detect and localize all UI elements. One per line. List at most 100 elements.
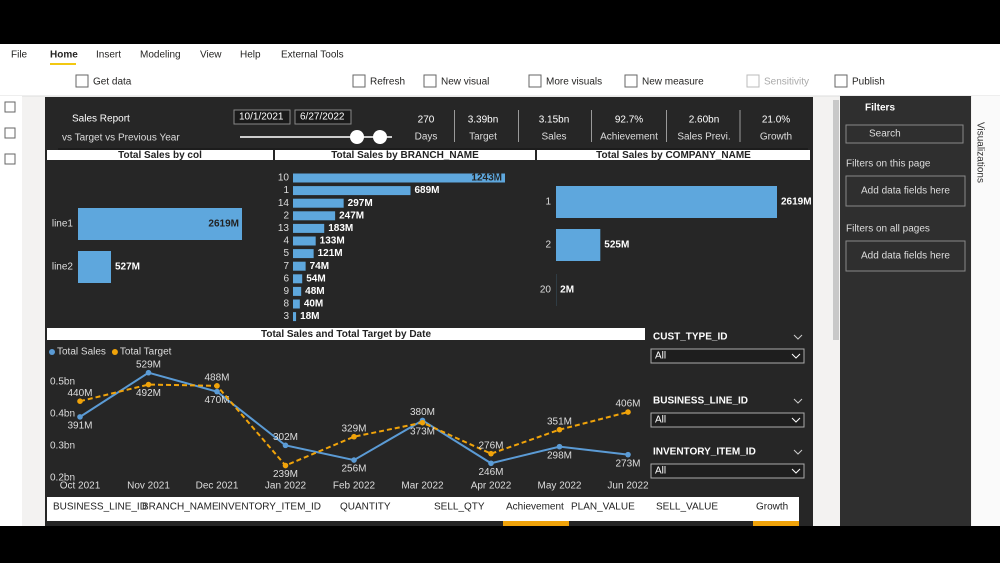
ribbon-button[interactable]: New measure — [642, 77, 704, 88]
column-header[interactable]: SELL_QTY — [434, 502, 485, 513]
ribbon-button[interactable]: More visuals — [546, 77, 602, 88]
highlight — [753, 521, 799, 526]
data-point — [488, 460, 494, 467]
data-label: 239M — [273, 469, 298, 480]
data-label: 488M — [204, 372, 229, 383]
x-tick-label: Dec 2021 — [196, 481, 239, 492]
x-tick-label: Nov 2021 — [127, 481, 170, 492]
ribbon-button[interactable]: Refresh — [370, 77, 405, 88]
data-point — [214, 388, 220, 395]
bar — [293, 261, 306, 271]
data-label: 297M — [348, 198, 373, 209]
bar — [293, 274, 303, 284]
slicer-dropdown[interactable] — [650, 348, 805, 364]
column-header[interactable]: Achievement — [506, 502, 564, 513]
data-point — [556, 426, 563, 433]
column-header[interactable]: Growth — [756, 502, 788, 513]
data-label: 391M — [67, 421, 92, 432]
slicer-label: INVENTORY_ITEM_ID — [653, 447, 756, 458]
end-date-box[interactable] — [294, 109, 352, 125]
x-tick-label: Oct 2021 — [60, 481, 101, 492]
bar — [293, 186, 411, 196]
scrollbar[interactable] — [833, 100, 839, 340]
slider-handle[interactable] — [350, 130, 364, 144]
x-tick-label: Jun 2022 — [607, 481, 649, 492]
kpi-value: 92.7% — [615, 115, 643, 126]
bar — [293, 173, 505, 183]
search-box[interactable] — [845, 124, 964, 144]
dropdown-chevron — [791, 468, 801, 474]
x-tick-label: May 2022 — [538, 481, 582, 492]
slicer-value: All — [655, 351, 666, 362]
menu-item[interactable]: Modeling — [140, 50, 181, 61]
menu-item[interactable]: Home — [50, 50, 78, 61]
slicer-value: All — [655, 415, 666, 426]
kpi-label: Sales — [541, 132, 566, 143]
column-header[interactable]: BRANCH_NAME — [142, 502, 219, 513]
category-label: 1 — [283, 185, 289, 196]
side-tab-label[interactable]: Visualizations — [974, 122, 985, 183]
ribbon-button[interactable]: Publish — [852, 77, 885, 88]
report-view-icon[interactable] — [4, 101, 16, 113]
data-label: 121M — [318, 248, 343, 259]
data-label: 525M — [604, 240, 629, 251]
ribbon-icon[interactable] — [423, 74, 437, 88]
filter-section-label: Filters on all pages — [846, 224, 930, 235]
data-label: 689M — [415, 185, 440, 196]
category-label: 10 — [278, 173, 290, 184]
ribbon-icon[interactable] — [75, 74, 89, 88]
ribbon-icon[interactable] — [352, 74, 366, 88]
bar — [556, 229, 601, 261]
data-label: 302M — [273, 432, 298, 443]
data-point — [419, 419, 426, 426]
menu-item[interactable]: External Tools — [281, 50, 344, 61]
y-tick-label: 0.4bn — [50, 409, 75, 420]
slicer-dropdown[interactable] — [650, 463, 805, 479]
slicer-chevron[interactable] — [793, 398, 803, 404]
model-view-icon[interactable] — [4, 153, 16, 165]
slicer-chevron[interactable] — [793, 449, 803, 455]
ribbon-icon[interactable] — [528, 74, 542, 88]
category-label: 8 — [283, 299, 289, 310]
slider-handle[interactable] — [373, 130, 387, 144]
chart-title: Total Sales and Total Target by Date — [261, 329, 431, 340]
bar — [293, 236, 316, 246]
ribbon-button[interactable]: Sensitivity — [764, 77, 809, 88]
x-tick-label: Apr 2022 — [471, 481, 512, 492]
ribbon-button[interactable]: New visual — [441, 77, 489, 88]
slicer-chevron[interactable] — [793, 334, 803, 340]
search-placeholder: Search — [869, 129, 901, 140]
data-label: 351M — [547, 416, 572, 427]
column-header[interactable]: BUSINESS_LINE_ID — [53, 502, 147, 513]
visualizations-tab[interactable] — [972, 96, 1000, 526]
ribbon-icon[interactable] — [746, 74, 760, 88]
menu-item[interactable]: Insert — [96, 50, 121, 61]
menu-item[interactable]: Help — [240, 50, 261, 61]
x-tick-label: Jan 2022 — [265, 481, 307, 492]
bar — [293, 198, 344, 208]
drop-zone[interactable] — [845, 175, 966, 207]
data-point — [145, 369, 152, 376]
data-point — [625, 451, 631, 458]
start-date-box[interactable] — [233, 109, 291, 125]
column-header[interactable]: INVENTORY_ITEM_ID — [218, 502, 321, 513]
menu-item[interactable]: View — [200, 50, 222, 61]
data-point — [77, 398, 83, 405]
slicer-dropdown[interactable] — [650, 412, 805, 428]
column-header[interactable]: PLAN_VALUE — [571, 502, 635, 513]
category-label: 1 — [545, 197, 551, 208]
column-header[interactable]: QUANTITY — [340, 502, 391, 513]
menu-item[interactable]: File — [11, 50, 28, 61]
ribbon-icon[interactable] — [834, 74, 848, 88]
category-label: 7 — [283, 261, 289, 272]
drop-zone[interactable] — [845, 240, 966, 272]
data-view-icon[interactable] — [4, 127, 16, 139]
report-subtitle: vs Target vs Previous Year — [62, 133, 180, 144]
ribbon-button[interactable]: Get data — [93, 77, 132, 88]
data-label: 529M — [136, 359, 161, 370]
kpi-label: Achievement — [600, 132, 658, 143]
data-label: 380M — [410, 407, 435, 418]
ribbon-icon[interactable] — [624, 74, 638, 88]
column-header[interactable]: SELL_VALUE — [656, 502, 718, 513]
